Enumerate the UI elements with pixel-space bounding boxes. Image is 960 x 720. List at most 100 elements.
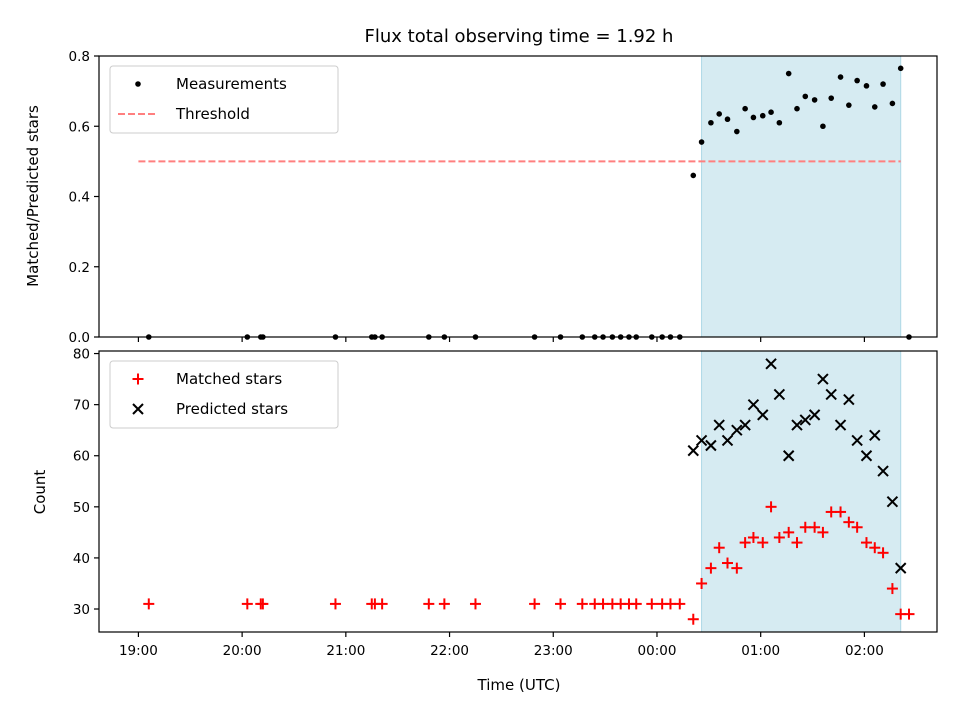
measurement-point <box>785 70 792 77</box>
legend-matched-marker <box>132 373 144 385</box>
matched-star-point <box>469 598 481 610</box>
bottom-legend-box <box>109 360 339 429</box>
predicted-star-point <box>757 409 769 421</box>
top-legend-label: Threshold <box>175 105 250 123</box>
matched-star-point <box>817 526 829 538</box>
matched-star-point <box>757 537 769 549</box>
top-legend-label: Measurements <box>176 75 287 93</box>
top-y-axis-label: Matched/Predicted stars <box>24 105 42 287</box>
bottom-panel: 30 40 50 60 70 80 19:00 20:00 21:00 22:00 23:00 00:… <box>31 347 938 694</box>
matched-star-point <box>423 598 435 610</box>
measurement-point <box>698 139 705 145</box>
bottom-y-tick-label: 80 <box>73 347 90 363</box>
matched-star-point <box>799 521 811 533</box>
bottom-y-tick-label: 70 <box>73 398 90 414</box>
matched-star-point <box>886 583 898 595</box>
measurement-point <box>811 97 818 103</box>
predicted-star-point <box>877 465 889 477</box>
predicted-star-point <box>765 358 777 370</box>
matched-star-point <box>835 506 847 518</box>
top-y-tick-label: 0.8 <box>69 49 90 65</box>
matched-star-point <box>713 542 725 554</box>
matched-star-point <box>597 598 609 610</box>
top-y-tick-label: 0.0 <box>69 330 90 346</box>
measurement-point <box>690 172 697 179</box>
legend-predicted-marker <box>132 403 144 415</box>
matched-star-point <box>731 562 743 574</box>
matched-star-point <box>739 537 751 549</box>
top-legend: Measurements Threshold <box>109 65 339 134</box>
predicted-star-point <box>705 439 717 452</box>
matched-star-point <box>438 598 450 610</box>
matched-star-point <box>376 598 388 610</box>
predicted-star-point <box>869 429 881 442</box>
measurement-point <box>802 93 809 100</box>
measurement-point <box>889 100 896 107</box>
matched-star-point <box>687 613 699 625</box>
matched-star-point <box>860 537 872 549</box>
matched-star-point <box>143 598 155 610</box>
matched-star-point <box>747 531 759 543</box>
predicted-star-point <box>739 419 751 431</box>
chart-title: Flux total observing time = 1.92 h <box>365 26 674 47</box>
x-tick-label: 23:00 <box>534 643 573 659</box>
matched-star-point <box>783 526 795 538</box>
top-y-tick-label: 0.6 <box>69 119 90 135</box>
measurement-point <box>768 109 774 115</box>
matched-star-point <box>646 598 658 610</box>
bottom-observing-band <box>701 350 902 633</box>
matched-star-point <box>576 598 588 610</box>
measurement-point <box>724 116 731 123</box>
predicted-star-point <box>843 393 855 406</box>
predicted-star-point <box>747 398 760 411</box>
predicted-star-point <box>886 496 899 508</box>
measurement-point <box>776 119 783 126</box>
bottom-marks <box>143 358 915 625</box>
top-axes: 0.0 0.2 0.4 0.6 0.8 <box>69 49 938 346</box>
measurement-point <box>854 77 860 84</box>
measurement-point <box>880 81 886 87</box>
measurement-point <box>750 114 757 121</box>
predicted-star-point <box>695 434 708 447</box>
matched-star-point <box>529 598 541 610</box>
measurement-point <box>734 128 740 135</box>
x-tick-label: 21:00 <box>326 643 365 659</box>
measurement-point <box>863 83 870 89</box>
legend-measurement-marker <box>135 81 141 87</box>
matched-star-point <box>869 542 881 554</box>
x-axis-label: Time (UTC) <box>477 676 561 694</box>
matched-star-point <box>877 547 889 559</box>
x-tick-label: 00:00 <box>638 643 677 659</box>
measurement-point <box>716 111 723 117</box>
bottom-legend-label: Predicted stars <box>176 400 288 418</box>
measurement-point <box>794 105 800 112</box>
predicted-star-point <box>825 388 837 401</box>
measurement-point <box>837 74 844 80</box>
measurement-point <box>759 112 766 119</box>
predicted-star-point <box>817 373 829 385</box>
predicted-star-point <box>731 424 743 436</box>
bottom-y-tick-label: 60 <box>73 449 90 465</box>
measurement-point <box>820 123 826 130</box>
predicted-star-point <box>687 444 699 457</box>
bottom-y-tick-label: 30 <box>73 602 90 618</box>
matched-star-point <box>674 598 686 610</box>
matched-star-point <box>791 537 803 549</box>
x-tick-label: 19:00 <box>119 643 158 659</box>
matched-star-point <box>722 557 733 569</box>
matched-star-point <box>705 562 717 574</box>
matched-star-point <box>903 608 915 620</box>
measurement-point <box>871 104 878 110</box>
predicted-star-point <box>782 450 795 462</box>
bottom-axes: 30 40 50 60 70 80 19:00 20:00 21:00 22:00 23:00 00:… <box>73 347 938 659</box>
measurement-point <box>828 95 835 101</box>
x-tick-label: 22:00 <box>430 643 469 659</box>
predicted-star-point <box>894 562 907 574</box>
top-y-tick-label: 0.4 <box>69 190 90 206</box>
predicted-star-point <box>721 434 734 447</box>
x-tick-label: 20:00 <box>223 643 262 659</box>
measurement-point <box>708 119 714 126</box>
matched-star-point <box>630 598 642 610</box>
matched-star-point <box>765 501 777 513</box>
